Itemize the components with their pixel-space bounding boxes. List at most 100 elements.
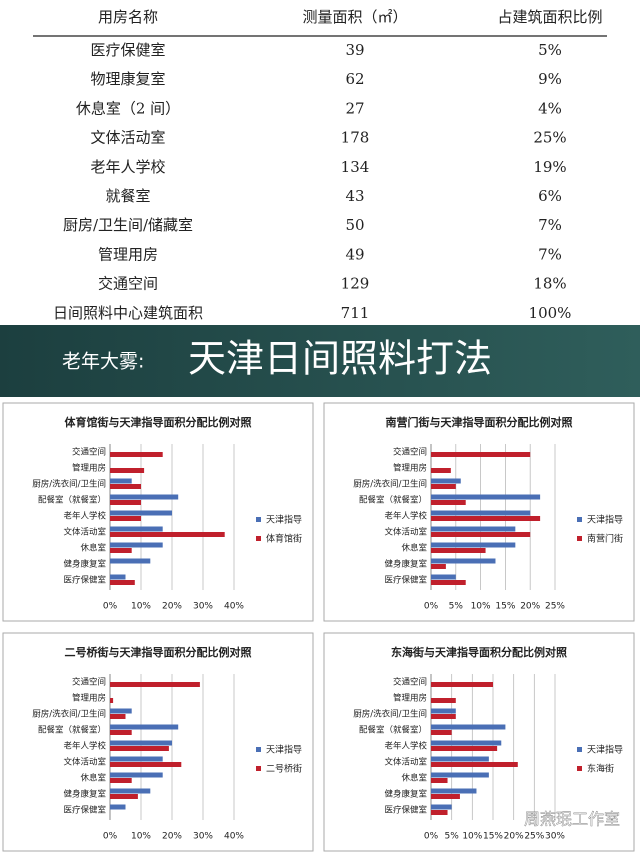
- bar: [110, 542, 163, 548]
- table-header: 测量面积（㎡）: [302, 8, 407, 26]
- bar: [431, 746, 498, 751]
- bar: [110, 804, 126, 810]
- table-cell: 老年人学校: [90, 158, 165, 176]
- banner-title: 天津日间照料打法: [188, 337, 492, 381]
- x-tick-label: 30%: [545, 832, 565, 842]
- legend-label: 南营门街: [587, 533, 623, 545]
- chart-title: 体育馆街与天津指导面积分配比例对照: [65, 415, 252, 429]
- x-tick-label: 25%: [545, 602, 565, 612]
- bar: [110, 526, 163, 532]
- table-cell: 27: [345, 99, 364, 117]
- bar: [110, 788, 151, 794]
- table-header: 占建筑面积比例: [497, 8, 602, 26]
- table-cell: 日间照料中心建筑面积: [53, 304, 203, 322]
- x-tick-label: 40%: [224, 832, 244, 842]
- category-label: 医疗保健室: [63, 805, 106, 816]
- bar: [431, 724, 506, 730]
- bar: [110, 500, 141, 505]
- table-cell: 文体活动室: [90, 129, 165, 147]
- bar: [431, 558, 496, 564]
- x-tick-label: 10%: [131, 832, 151, 842]
- category-label: 管理用房: [72, 693, 106, 704]
- legend-swatch: [577, 747, 582, 752]
- bar: [110, 762, 182, 767]
- table-cell: 就餐室: [105, 187, 150, 205]
- chart: 东海街与天津指导面积分配比例对照 0% 5% 10% 15% 20% 25% 30% 交通空间管…: [323, 632, 635, 852]
- banner: [0, 325, 640, 397]
- category-label: 医疗保健室: [384, 575, 427, 586]
- category-label: 休息室: [401, 543, 427, 554]
- table-cell: 49: [345, 245, 364, 263]
- bar: [431, 698, 456, 703]
- table-cell: 19%: [533, 158, 566, 176]
- table-cell: 9%: [538, 70, 562, 88]
- category-label: 配餐室（就餐室）: [38, 495, 106, 506]
- x-tick-label: 25%: [524, 832, 544, 842]
- bar: [431, 762, 518, 767]
- category-label: 厨房/洗衣间/卫生间: [32, 479, 106, 490]
- category-label: 老年人学校: [63, 741, 106, 752]
- bar: [431, 526, 516, 532]
- x-tick-label: 15%: [495, 602, 515, 612]
- bar: [110, 558, 151, 564]
- category-label: 管理用房: [393, 463, 427, 474]
- bar: [431, 516, 541, 521]
- category-label: 配餐室（就餐室）: [359, 495, 427, 506]
- bar: [431, 714, 456, 719]
- legend-swatch: [577, 766, 582, 771]
- bar: [431, 708, 456, 714]
- table-cell: 100%: [529, 304, 572, 322]
- table-cell: 39: [345, 41, 364, 59]
- x-tick-label: 0%: [424, 832, 439, 842]
- x-tick-label: 10%: [471, 602, 491, 612]
- table-cell: 管理用房: [98, 245, 158, 263]
- table-cell: 711: [341, 304, 370, 322]
- bar: [110, 740, 172, 746]
- bar: [110, 724, 179, 730]
- bar: [431, 484, 456, 489]
- category-label: 交通空间: [72, 447, 106, 458]
- table-cell: 50: [345, 216, 364, 234]
- bar: [431, 772, 489, 778]
- category-label: 文体活动室: [384, 527, 427, 538]
- x-tick-label: 5%: [445, 832, 460, 842]
- bar: [110, 772, 163, 778]
- table-cell: 医疗保健室: [90, 41, 165, 59]
- x-tick-label: 0%: [424, 602, 439, 612]
- category-label: 文体活动室: [384, 757, 427, 768]
- table-cell: 交通空间: [98, 275, 158, 293]
- chart: 南营门街与天津指导面积分配比例对照 0% 5% 10% 15% 20% 25% 交通空间管理用…: [323, 402, 635, 622]
- bar: [431, 730, 452, 735]
- bar: [110, 494, 179, 500]
- x-tick-label: 15%: [483, 832, 503, 842]
- category-label: 老年人学校: [384, 741, 427, 752]
- category-label: 交通空间: [393, 677, 427, 688]
- category-label: 配餐室（就餐室）: [38, 725, 106, 736]
- chart-title: 南营门街与天津指导面积分配比例对照: [386, 415, 573, 429]
- category-label: 休息室: [80, 773, 106, 784]
- chart: 二号桥街与天津指导面积分配比例对照 0% 10% 20% 30% 40% 交通空间管理用房厨…: [2, 632, 314, 852]
- bar: [110, 708, 132, 714]
- category-label: 管理用房: [393, 693, 427, 704]
- legend-label: 体育馆街: [266, 533, 302, 545]
- category-label: 厨房/洗衣间/卫生间: [353, 479, 427, 490]
- bar: [110, 510, 172, 516]
- table-cell: 物理康复室: [90, 70, 165, 88]
- table-cell: 4%: [538, 99, 562, 117]
- bar: [431, 580, 466, 585]
- bar: [110, 484, 141, 489]
- bar: [110, 580, 135, 585]
- legend-swatch: [577, 536, 582, 541]
- chart-title: 二号桥街与天津指导面积分配比例对照: [65, 645, 252, 659]
- chart-title: 东海街与天津指导面积分配比例对照: [391, 645, 567, 659]
- category-label: 交通空间: [72, 677, 106, 688]
- category-label: 老年人学校: [63, 511, 106, 522]
- x-tick-label: 5%: [449, 602, 464, 612]
- table-cell: 厨房/卫生间/储藏室: [63, 216, 193, 234]
- category-label: 配餐室（就餐室）: [359, 725, 427, 736]
- bar: [431, 756, 489, 762]
- bar: [431, 794, 460, 799]
- legend-swatch: [256, 517, 261, 522]
- x-tick-label: 0%: [103, 832, 118, 842]
